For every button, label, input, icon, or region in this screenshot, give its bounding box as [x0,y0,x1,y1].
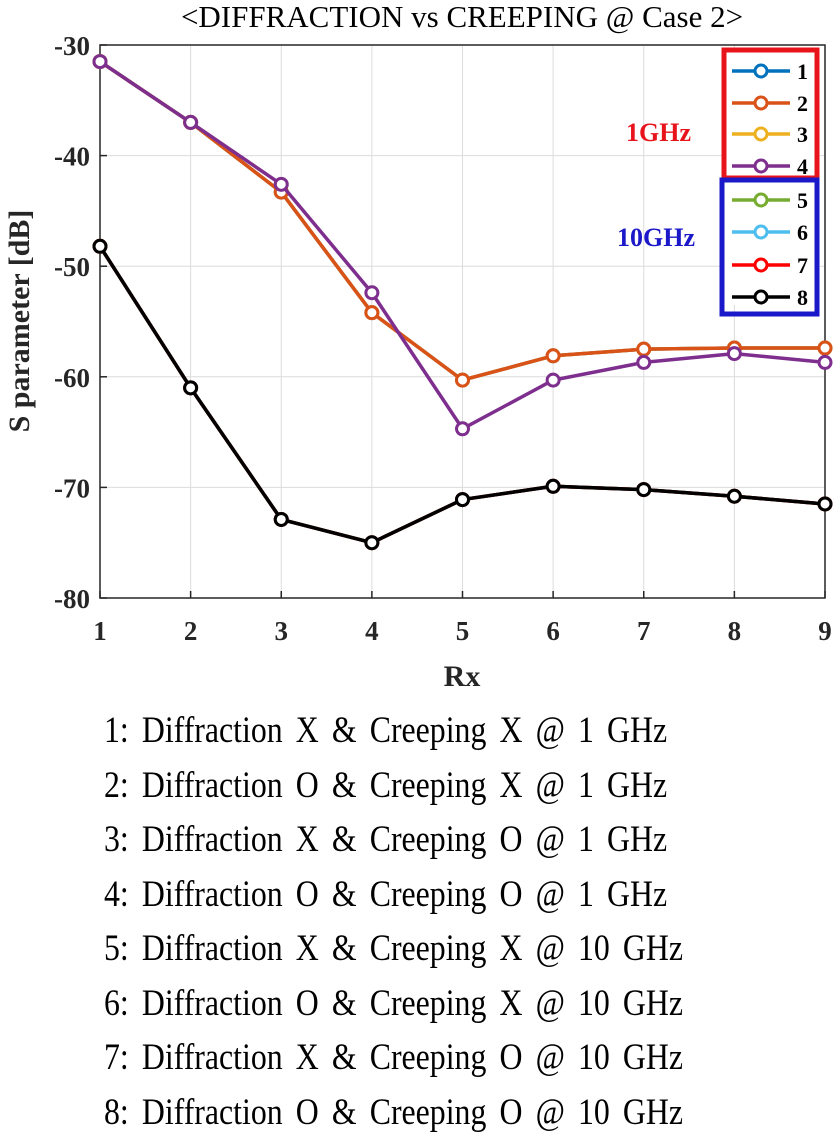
point-s4-x7 [638,356,650,368]
point-s8-x7 [638,484,650,496]
group-label-1ghz: 1GHz [626,118,691,147]
legend-label-2: 2 [797,91,808,116]
grid-lines [100,45,825,598]
point-s4-x2 [185,116,197,128]
legend: 1 2 3 4 5 6 7 8 [722,50,820,314]
point-s2-x9 [819,342,831,354]
description-item-4: 4: Diffraction O & Creeping O @ 1 GHz [104,868,683,923]
description-item-1: 1: Diffraction X & Creeping X @ 1 GHz [104,704,683,759]
point-s4-x1 [94,56,106,68]
line-chart: <DIFFRACTION vs CREEPING @ Case 2> 1 2 3 4 5… [0,0,840,700]
legend-label-3: 3 [797,122,808,147]
x-tick-label-2: 2 [184,616,198,646]
legend-marker-5 [755,194,767,206]
legend-label-4: 4 [797,154,808,179]
x-tick-label-7: 7 [637,616,651,646]
description-item-8: 8: Diffraction O & Creeping O @ 10 GHz [104,1086,683,1140]
legend-marker-6 [755,226,767,238]
legend-marker-3 [755,128,767,140]
x-tick-label-3: 3 [275,616,289,646]
point-s8-x9 [819,498,831,510]
x-tick-label-6: 6 [546,616,560,646]
legend-label-5: 5 [797,188,808,213]
y-tick-label-4: -70 [54,473,90,503]
x-tick-label-4: 4 [365,616,379,646]
point-s4-x4 [366,287,378,299]
legend-marker-2 [755,97,767,109]
x-axis-label: Rx [444,660,481,693]
point-s8-x2 [185,382,197,394]
legend-marker-7 [755,259,767,271]
x-tick-label-5: 5 [456,616,470,646]
legend-label-1: 1 [797,59,808,84]
point-s4-x8 [728,348,740,360]
description-item-2: 2: Diffraction O & Creeping X @ 1 GHz [104,759,683,814]
description-item-5: 5: Diffraction X & Creeping X @ 10 GHz [104,922,683,977]
x-tick-label-9: 9 [818,616,832,646]
y-tick-label-1: -40 [54,142,90,172]
point-s8-x4 [366,537,378,549]
axis-ticks: 1 2 3 4 5 6 7 8 9 -30 -40 -50 -60 -70 -80 [54,31,832,646]
group-label-10ghz: 10GHz [617,223,695,252]
description-item-3: 3: Diffraction X & Creeping O @ 1 GHz [104,813,683,868]
chart-title: <DIFFRACTION vs CREEPING @ Case 2> [181,0,743,34]
point-s4-x5 [457,423,469,435]
point-s2-x5 [457,374,469,386]
y-axis-label: S parameter [dB] [3,210,36,433]
legend-marker-1 [755,65,767,77]
point-s8-x6 [547,480,559,492]
legend-marker-8 [755,291,767,303]
point-s4-x3 [275,178,287,190]
description-item-6: 6: Diffraction O & Creeping X @ 10 GHz [104,977,683,1032]
point-s4-x6 [547,374,559,386]
point-s8-x3 [275,513,287,525]
point-s2-x7 [638,343,650,355]
description-item-7: 7: Diffraction X & Creeping O @ 10 GHz [104,1031,683,1086]
point-s2-x4 [366,307,378,319]
x-tick-label-1: 1 [93,616,107,646]
series-description-list: 1: Diffraction X & Creeping X @ 1 GHz 2:… [104,704,683,1140]
y-tick-label-3: -60 [54,363,90,393]
point-s8-x5 [457,494,469,506]
point-s8-x8 [728,490,740,502]
legend-label-6: 6 [797,220,808,245]
legend-label-7: 7 [797,253,808,278]
legend-marker-4 [755,160,767,172]
legend-label-8: 8 [797,285,808,310]
y-tick-label-5: -80 [54,584,90,614]
point-s2-x6 [547,350,559,362]
point-s8-x1 [94,240,106,252]
point-s4-x9 [819,356,831,368]
y-tick-label-2: -50 [54,252,90,282]
x-tick-label-8: 8 [728,616,742,646]
y-tick-label-0: -30 [54,31,90,61]
